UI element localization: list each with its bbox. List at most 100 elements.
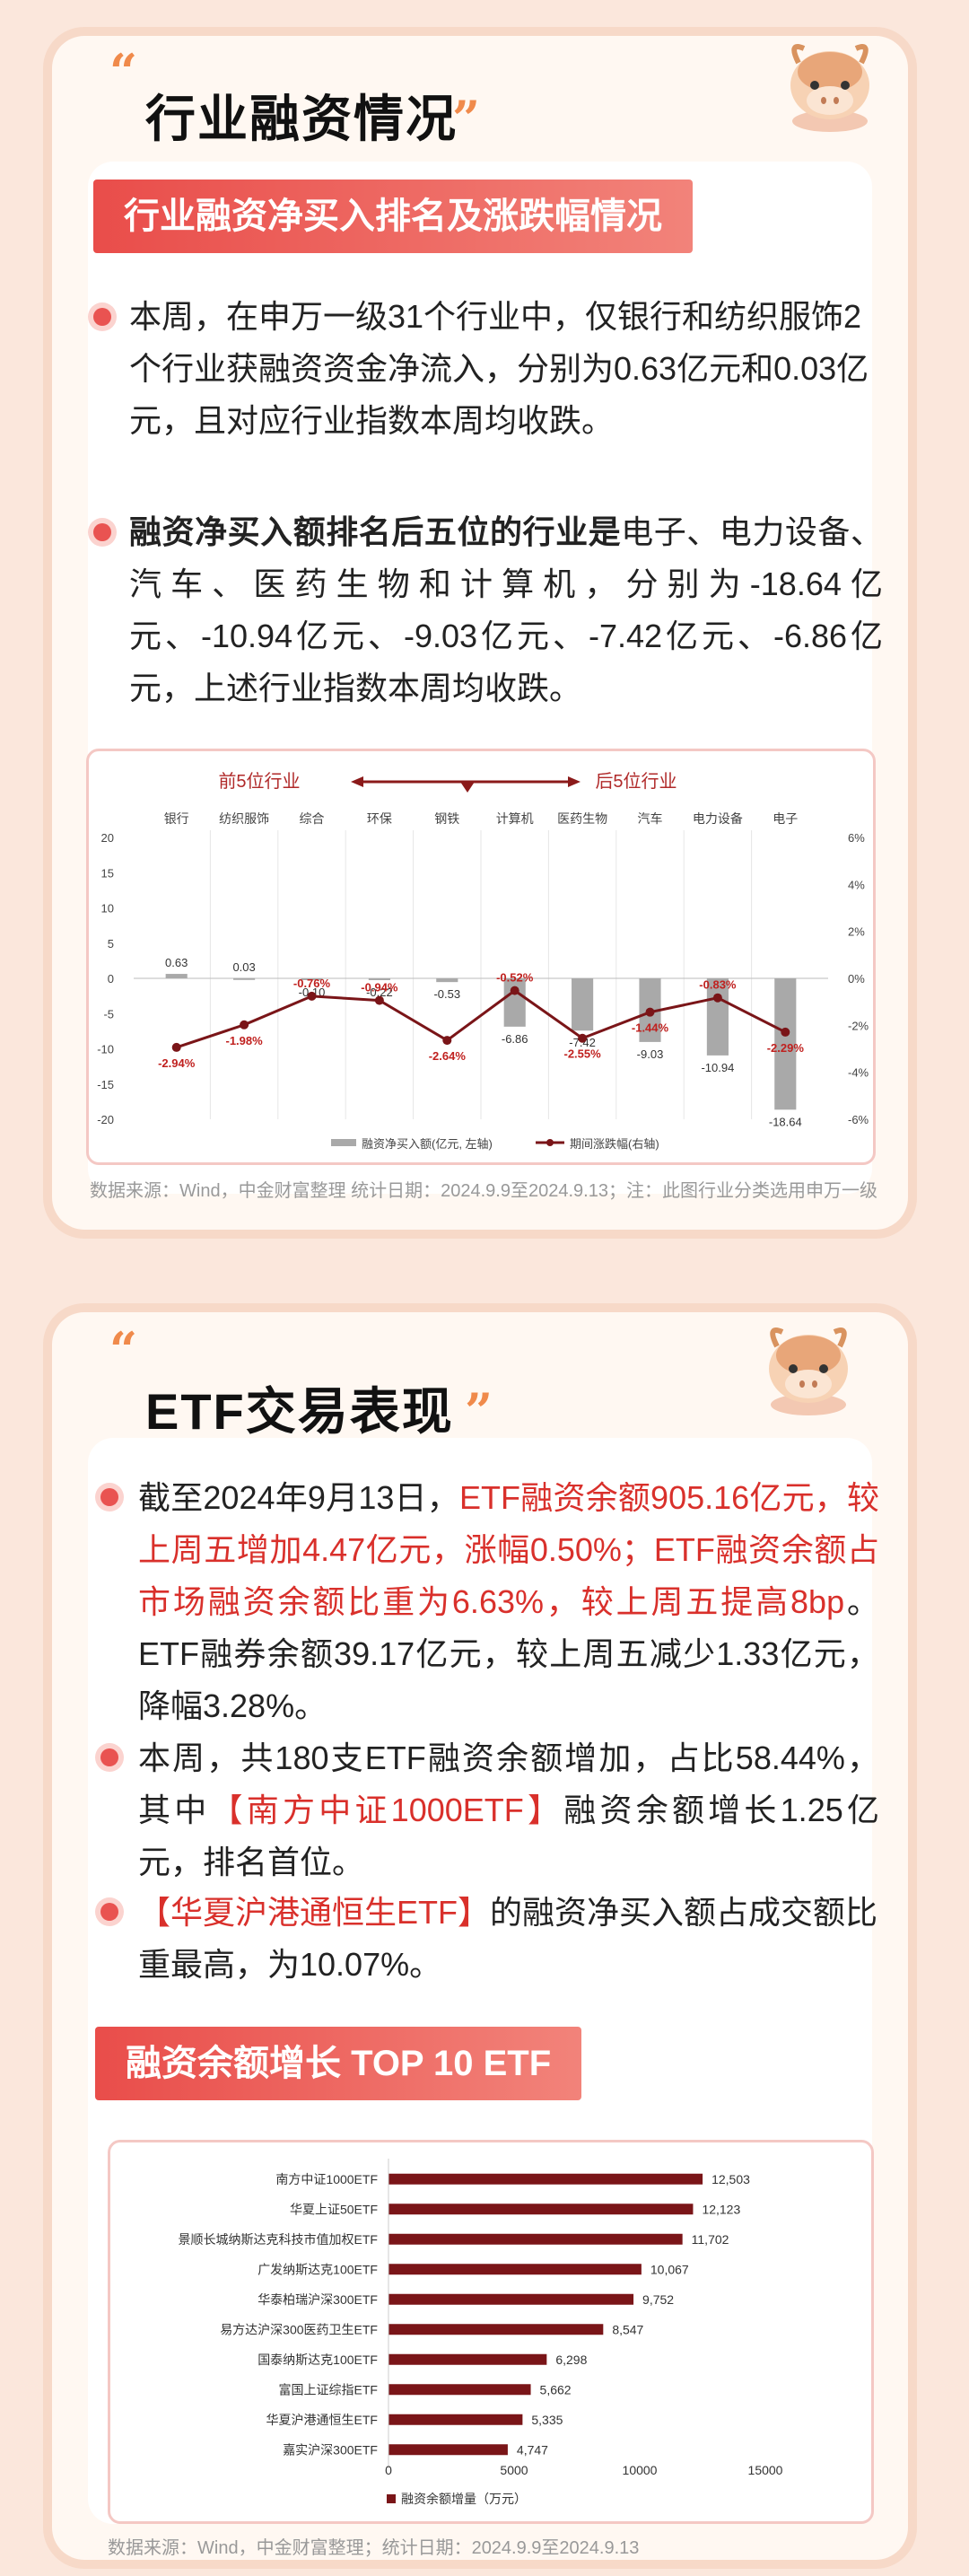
line-value-label: -1.44% (632, 1021, 669, 1035)
chart-etf-top10: 南方中证1000ETF 12,503 华夏上证50ETF 12,123 景顺长城纳斯达克… (108, 2140, 874, 2524)
etf-bar (388, 2173, 703, 2185)
etf-bar (388, 2353, 547, 2365)
etf-bar (388, 2324, 604, 2335)
legend-line-label: 期间涨跌幅(右轴) (570, 1137, 659, 1151)
etf-name-label: 华夏上证50ETF (290, 2202, 378, 2216)
right-tick-label: 0% (848, 972, 865, 986)
bar-financing (706, 978, 729, 1056)
x-tick-label: 10000 (623, 2463, 658, 2477)
left-tick-label: 5 (108, 937, 114, 951)
bar-value-label: -0.22 (366, 986, 393, 999)
category-label: 电力设备 (693, 811, 743, 826)
etf-bar (388, 2204, 694, 2215)
bar-value-label: -0.53 (433, 987, 460, 1001)
bar-value-label: -9.03 (637, 1047, 664, 1061)
left-tick-label: 10 (101, 902, 114, 916)
left-tick-label: -10 (97, 1043, 114, 1056)
arrow-right-head (568, 776, 581, 787)
source-note-industry: 数据来源：Wind，中金财富整理 统计日期：2024.9.9至2024.9.13… (90, 1181, 877, 1201)
etf-name-label: 南方中证1000ETF (275, 2172, 378, 2186)
line-point (781, 1027, 790, 1037)
etf-value-label: 5,662 (540, 2382, 572, 2396)
bar-value-label: -6.86 (502, 1032, 528, 1046)
line-value-label: -0.52% (496, 971, 534, 985)
section-title-etf: ETF交易表现 (145, 1383, 454, 1440)
legend-bar-label: 融资净买入额(亿元, 左轴) (362, 1137, 493, 1151)
etf-name-label: 国泰纳斯达克100ETF (258, 2353, 378, 2367)
line-pct-change (176, 988, 786, 1049)
right-tick-label: 4% (848, 878, 865, 891)
paragraph-industry-inflow: 本周，在申万一级31个行业中，仅银行和纺织服饰2个行业获融资资金净流入，分别为0… (129, 298, 869, 439)
line-value-label: -0.76% (293, 977, 331, 990)
line-value-label: -0.83% (699, 978, 737, 992)
legend-bar-swatch (331, 1139, 356, 1146)
etf-value-label: 8,547 (612, 2322, 643, 2336)
etf-name-label: 景顺长城纳斯达克科技市值加权ETF (179, 2232, 378, 2247)
etf-name-label: 华泰柏瑞沪深300ETF (258, 2292, 378, 2307)
right-tick-label: 2% (848, 925, 865, 939)
right-tick-label: -4% (848, 1066, 869, 1080)
chart-etf-svg: 南方中证1000ETF 12,503 华夏上证50ETF 12,123 景顺长城纳斯达克… (179, 2159, 783, 2506)
etf-bar (388, 2264, 642, 2275)
mascot-cow-icon (769, 1327, 848, 1415)
etf-bar (388, 2414, 523, 2425)
quote-open-icon: “ (109, 1321, 138, 1379)
right-tick-label: -2% (848, 1019, 869, 1032)
paragraph-etf-balance: 截至2024年9月13日，ETF融资余额905.16亿元，较上周五增加4.47亿… (138, 1479, 880, 1724)
bar-value-label: 0.03 (232, 960, 255, 974)
category-label: 纺织服饰 (219, 811, 269, 826)
banner-industry-ranking: 行业融资净买入排名及涨跌幅情况 (93, 180, 693, 253)
etf-value-label: 12,123 (702, 2202, 740, 2216)
bar-financing (503, 978, 526, 1027)
bar-value-label: 0.63 (165, 956, 188, 969)
bullet-dot (93, 523, 111, 541)
etf-name-label: 易方达沪深300医药卫生ETF (220, 2322, 378, 2336)
quote-close-icon: ” (452, 90, 481, 147)
line-value-label: -0.94% (361, 981, 398, 994)
etf-value-label: 12,503 (711, 2172, 750, 2186)
bar-value-label: -10.94 (701, 1061, 734, 1074)
arrow-left-label: 前5位行业 (218, 771, 300, 792)
quote-close-icon: ” (465, 1382, 493, 1440)
etf-bar (388, 2444, 508, 2456)
legend-label: 融资余额增量（万元） (401, 2492, 527, 2506)
paragraph-industry-bottom5: 融资净买入额排名后五位的行业是电子、电力设备、汽车、医药生物和计算机，分别为-1… (129, 513, 883, 706)
line-value-label: -2.55% (563, 1047, 601, 1061)
line-point (712, 993, 722, 1003)
left-tick-label: 15 (101, 866, 114, 880)
category-label: 医药生物 (557, 811, 607, 826)
etf-name-label: 嘉实沪深300ETF (283, 2442, 378, 2457)
etf-bar (388, 2233, 683, 2245)
x-tick-label: 5000 (500, 2463, 528, 2477)
etf-bar (388, 2384, 531, 2396)
arrow-right-label: 后5位行业 (595, 771, 677, 792)
line-value-label: -2.29% (767, 1041, 805, 1055)
line-point (307, 991, 317, 1001)
category-label: 综合 (300, 811, 325, 826)
etf-value-label: 6,298 (555, 2353, 587, 2367)
etf-name-label: 富国上证综指ETF (279, 2382, 378, 2396)
line-value-label: -2.64% (429, 1049, 467, 1063)
left-tick-label: -20 (97, 1113, 114, 1126)
etf-name-label: 广发纳斯达克100ETF (258, 2262, 378, 2276)
source-note-etf: 数据来源：Wind，中金财富整理；统计日期：2024.9.9至2024.9.13 (108, 2538, 640, 2558)
left-tick-label: 20 (101, 831, 114, 845)
quote-open-icon: “ (109, 43, 138, 101)
line-value-label: -1.98% (225, 1034, 263, 1047)
etf-name-label: 华夏沪港通恒生ETF (266, 2413, 378, 2427)
category-label: 银行 (164, 811, 189, 826)
bar-financing (233, 977, 256, 980)
bullet-dot (100, 1488, 118, 1506)
left-tick-label: -5 (103, 1007, 114, 1021)
bullet-dot (100, 1903, 118, 1921)
category-label: 钢铁 (434, 811, 459, 826)
etf-value-label: 9,752 (642, 2292, 674, 2307)
legend-swatch (387, 2494, 396, 2503)
arrow-left-head (351, 776, 363, 787)
bullet-dot (100, 1748, 118, 1766)
left-tick-label: -15 (97, 1078, 114, 1091)
etf-value-label: 10,067 (650, 2262, 689, 2276)
etf-value-label: 4,747 (517, 2442, 548, 2457)
line-point (442, 1036, 452, 1046)
